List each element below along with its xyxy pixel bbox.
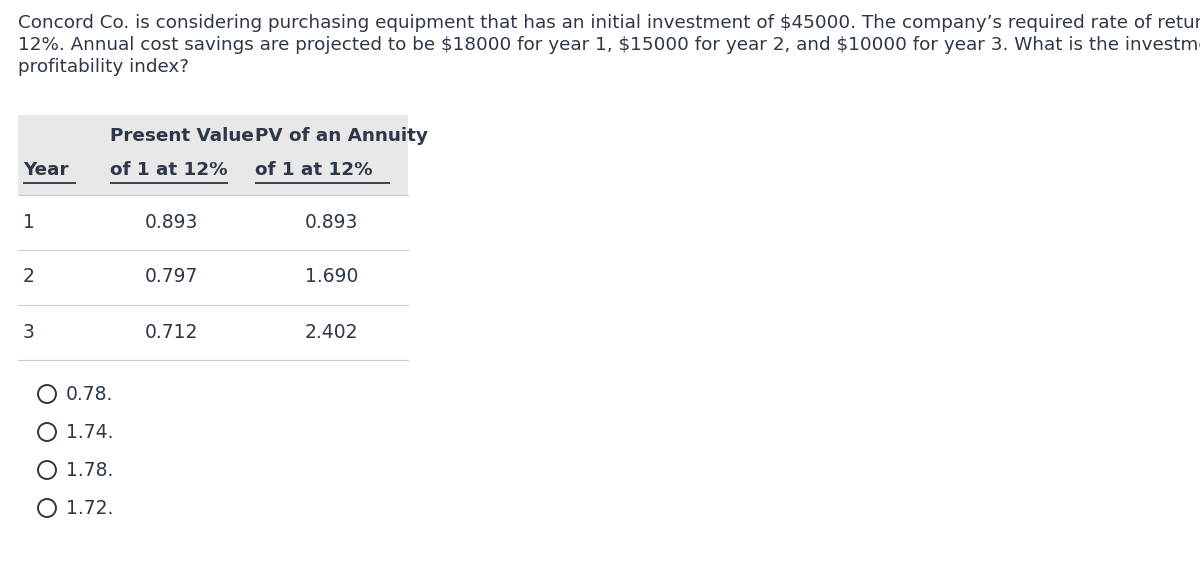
Text: 1.78.: 1.78.	[66, 461, 113, 480]
Text: 0.797: 0.797	[145, 268, 198, 286]
Text: 1.690: 1.690	[305, 268, 359, 286]
Text: 0.712: 0.712	[145, 323, 198, 342]
Text: profitability index?: profitability index?	[18, 58, 190, 76]
Text: 2: 2	[23, 268, 35, 286]
Text: Year: Year	[23, 161, 68, 179]
Text: 3: 3	[23, 323, 35, 342]
Text: Concord Co. is considering purchasing equipment that has an initial investment o: Concord Co. is considering purchasing eq…	[18, 14, 1200, 32]
Text: 0.893: 0.893	[145, 213, 198, 231]
Text: of 1 at 12%: of 1 at 12%	[256, 161, 373, 179]
Text: 0.893: 0.893	[305, 213, 359, 231]
FancyBboxPatch shape	[18, 115, 408, 195]
Text: PV of an Annuity: PV of an Annuity	[256, 127, 428, 145]
Text: 1.72.: 1.72.	[66, 499, 113, 517]
Text: 12%. Annual cost savings are projected to be $18000 for year 1, $15000 for year : 12%. Annual cost savings are projected t…	[18, 36, 1200, 54]
Text: 1: 1	[23, 213, 35, 231]
Text: 0.78.: 0.78.	[66, 384, 113, 403]
Text: 2.402: 2.402	[305, 323, 359, 342]
Text: 1.74.: 1.74.	[66, 422, 114, 442]
Text: Present Value: Present Value	[110, 127, 254, 145]
Text: of 1 at 12%: of 1 at 12%	[110, 161, 228, 179]
